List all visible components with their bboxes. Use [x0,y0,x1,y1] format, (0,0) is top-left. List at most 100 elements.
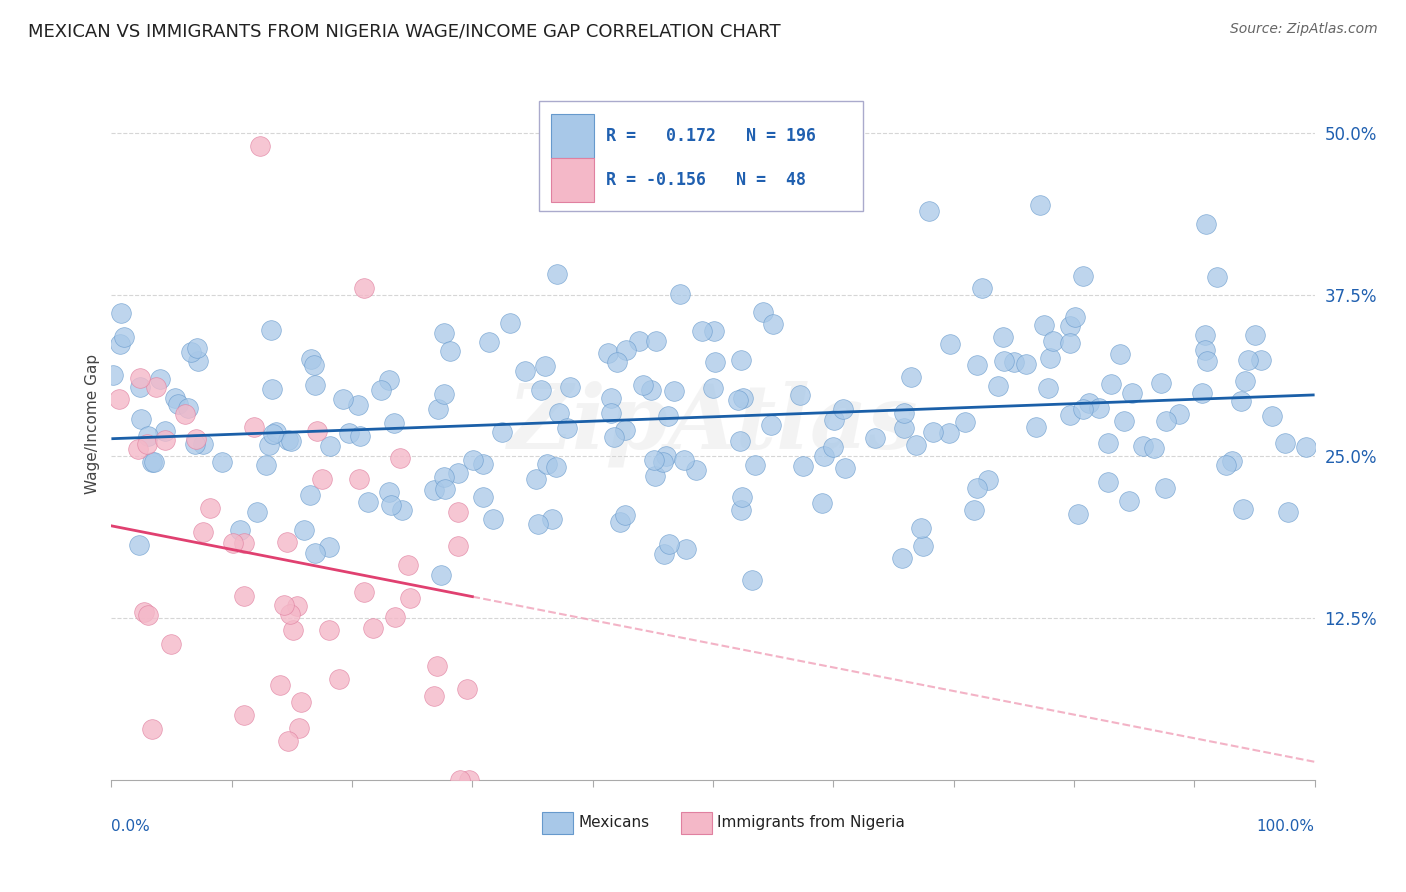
Point [1168,407,1191,421]
Point [1220,454,1243,468]
Point [426,659,449,673]
Text: Mexicans: Mexicans [578,815,650,830]
Point [893,421,915,435]
Point [332,392,354,406]
Point [640,384,662,398]
Point [970,281,993,295]
Point [1036,381,1059,395]
Point [377,373,399,387]
Point [461,453,484,467]
Point [482,511,505,525]
FancyBboxPatch shape [538,101,863,211]
Point [1032,318,1054,332]
Point [1088,401,1111,415]
Point [1121,386,1143,401]
Point [643,453,665,467]
Point [1274,436,1296,450]
Point [530,384,553,398]
Point [654,449,676,463]
Point [761,417,783,432]
Point [1195,217,1218,231]
Point [831,401,853,416]
Point [283,624,305,638]
Point [685,463,707,477]
Point [1237,353,1260,368]
Point [132,605,155,619]
FancyBboxPatch shape [551,158,593,202]
Point [1215,458,1237,472]
Point [1039,351,1062,366]
Point [603,430,626,444]
Point [1197,354,1219,368]
Point [922,425,945,440]
Point [288,721,311,735]
Point [727,392,749,407]
Point [131,411,153,425]
Point [198,500,221,515]
Point [254,458,277,472]
Point [384,609,406,624]
Point [976,474,998,488]
Point [627,334,650,349]
Point [211,455,233,469]
Point [524,472,547,486]
Point [1232,502,1254,516]
Point [1132,439,1154,453]
Point [439,343,461,358]
Point [277,433,299,447]
Point [1073,402,1095,417]
Point [1112,415,1135,429]
Point [912,539,935,553]
Point [1097,475,1119,489]
Point [141,722,163,736]
Point [108,337,131,351]
Point [1118,494,1140,508]
Point [260,382,283,396]
Text: Source: ZipAtlas.com: Source: ZipAtlas.com [1230,22,1378,37]
FancyBboxPatch shape [551,114,593,158]
Point [135,437,157,451]
Point [143,455,166,469]
Point [287,599,309,614]
Point [1015,357,1038,371]
Point [527,517,550,532]
Point [187,354,209,368]
Point [233,707,256,722]
Point [823,413,845,427]
Point [741,573,763,587]
Point [298,488,321,502]
Point [433,326,456,340]
Point [1150,376,1173,391]
Point [1067,507,1090,521]
Point [229,523,252,537]
Text: R =   0.172   N = 196: R = 0.172 N = 196 [606,127,815,145]
Point [1194,328,1216,343]
Point [702,381,724,395]
FancyBboxPatch shape [681,812,711,834]
Point [1108,347,1130,361]
FancyBboxPatch shape [543,812,574,834]
Point [813,449,835,463]
Point [609,515,631,529]
Point [1042,334,1064,349]
Point [613,508,636,522]
Point [491,425,513,439]
Point [432,470,454,484]
Point [370,384,392,398]
Point [1059,336,1081,351]
Point [388,450,411,465]
Point [752,304,775,318]
Point [353,281,375,295]
Point [145,380,167,394]
Point [966,358,988,372]
Point [991,330,1014,344]
Point [243,420,266,434]
Point [1295,441,1317,455]
Point [730,503,752,517]
Point [184,433,207,447]
Point [456,681,478,696]
Point [536,457,558,471]
Point [744,458,766,472]
Point [307,425,329,439]
Point [668,287,690,301]
